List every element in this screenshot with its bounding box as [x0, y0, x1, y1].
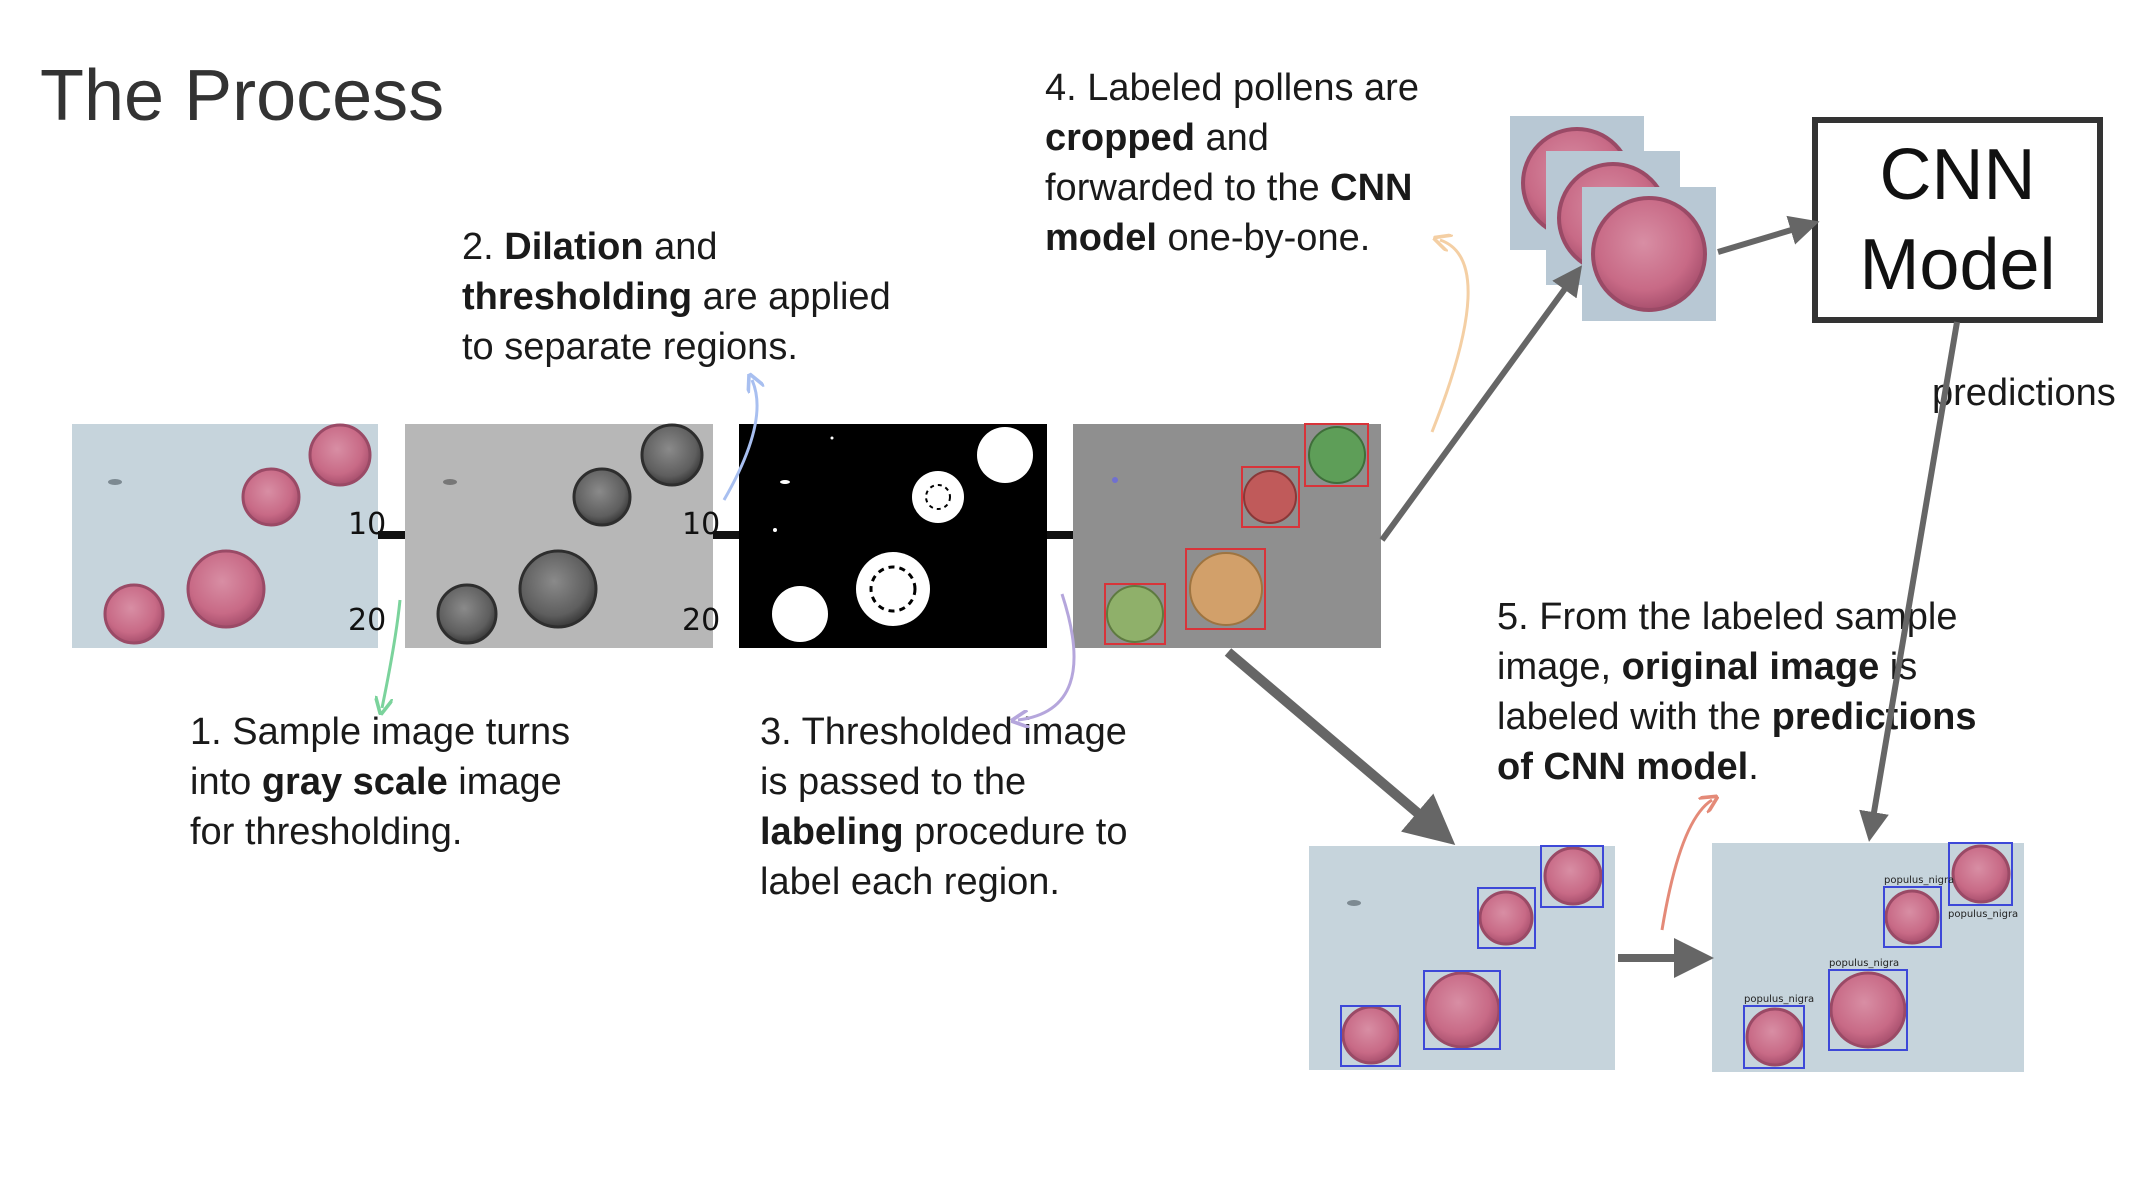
- callout-arrow-step-3: [1018, 593, 1076, 720]
- labeled-regions-panel: [1073, 423, 1381, 648]
- arrow-to-crops: [1379, 265, 1583, 542]
- callout-arrow-step-1: [382, 599, 402, 708]
- pollen-3: [186, 549, 266, 629]
- cropped-pollen-stack: [1510, 116, 1716, 321]
- pollen-4: [103, 583, 165, 645]
- original-image-panel: [1309, 845, 1615, 1070]
- cnn-model-line-2: Model: [1859, 225, 2056, 305]
- pollen-1: [308, 423, 372, 487]
- predicted-image-panel: populus_nigra populus_nigra populus_nigr…: [1712, 842, 2024, 1072]
- step-2-text: 2. Dilation and thresholding are applied…: [462, 226, 891, 368]
- axis-tick-10-b: 10: [682, 507, 720, 542]
- axis-tick-20-a: 20: [348, 603, 386, 638]
- box-label-2: populus_nigra: [1948, 909, 2018, 920]
- callout-arrow-step-5: [1660, 800, 1712, 931]
- step-4-text: 4. Labeled pollens are cropped and forwa…: [1045, 67, 1419, 259]
- page-title: The Process: [40, 56, 445, 136]
- arrow-to-cnn: [1717, 215, 1820, 255]
- step-5-text: 5. From the labeled sample image, origin…: [1497, 596, 1977, 788]
- arrow-predictions: [1859, 321, 1960, 842]
- pollen-2: [241, 467, 301, 527]
- step-3-text: 3. Thresholded image is passed to the la…: [760, 711, 1128, 903]
- predictions-label: predictions: [1932, 372, 2116, 414]
- axis-tick-20-b: 20: [682, 603, 720, 638]
- thresholded-image-panel: [739, 424, 1047, 648]
- axis-tick-10-a: 10: [348, 507, 386, 542]
- box-label-1: populus_nigra: [1884, 875, 1954, 886]
- box-label-3: populus_nigra: [1829, 958, 1899, 969]
- callout-arrow-step-4: [1432, 240, 1470, 433]
- cnn-model-box: [1812, 117, 2103, 323]
- grayscale-image-panel: [405, 423, 713, 648]
- cnn-model-label: CNN Model: [1815, 120, 2100, 320]
- arrow-to-original: [1224, 648, 1456, 845]
- box-label-4: populus_nigra: [1744, 994, 1814, 1005]
- step-1-text: 1. Sample image turns into gray scale im…: [190, 711, 571, 853]
- sample-image-panel: [72, 423, 378, 648]
- callout-arrow-step-2: [722, 380, 757, 501]
- cnn-model-line-1: CNN: [1879, 135, 2036, 215]
